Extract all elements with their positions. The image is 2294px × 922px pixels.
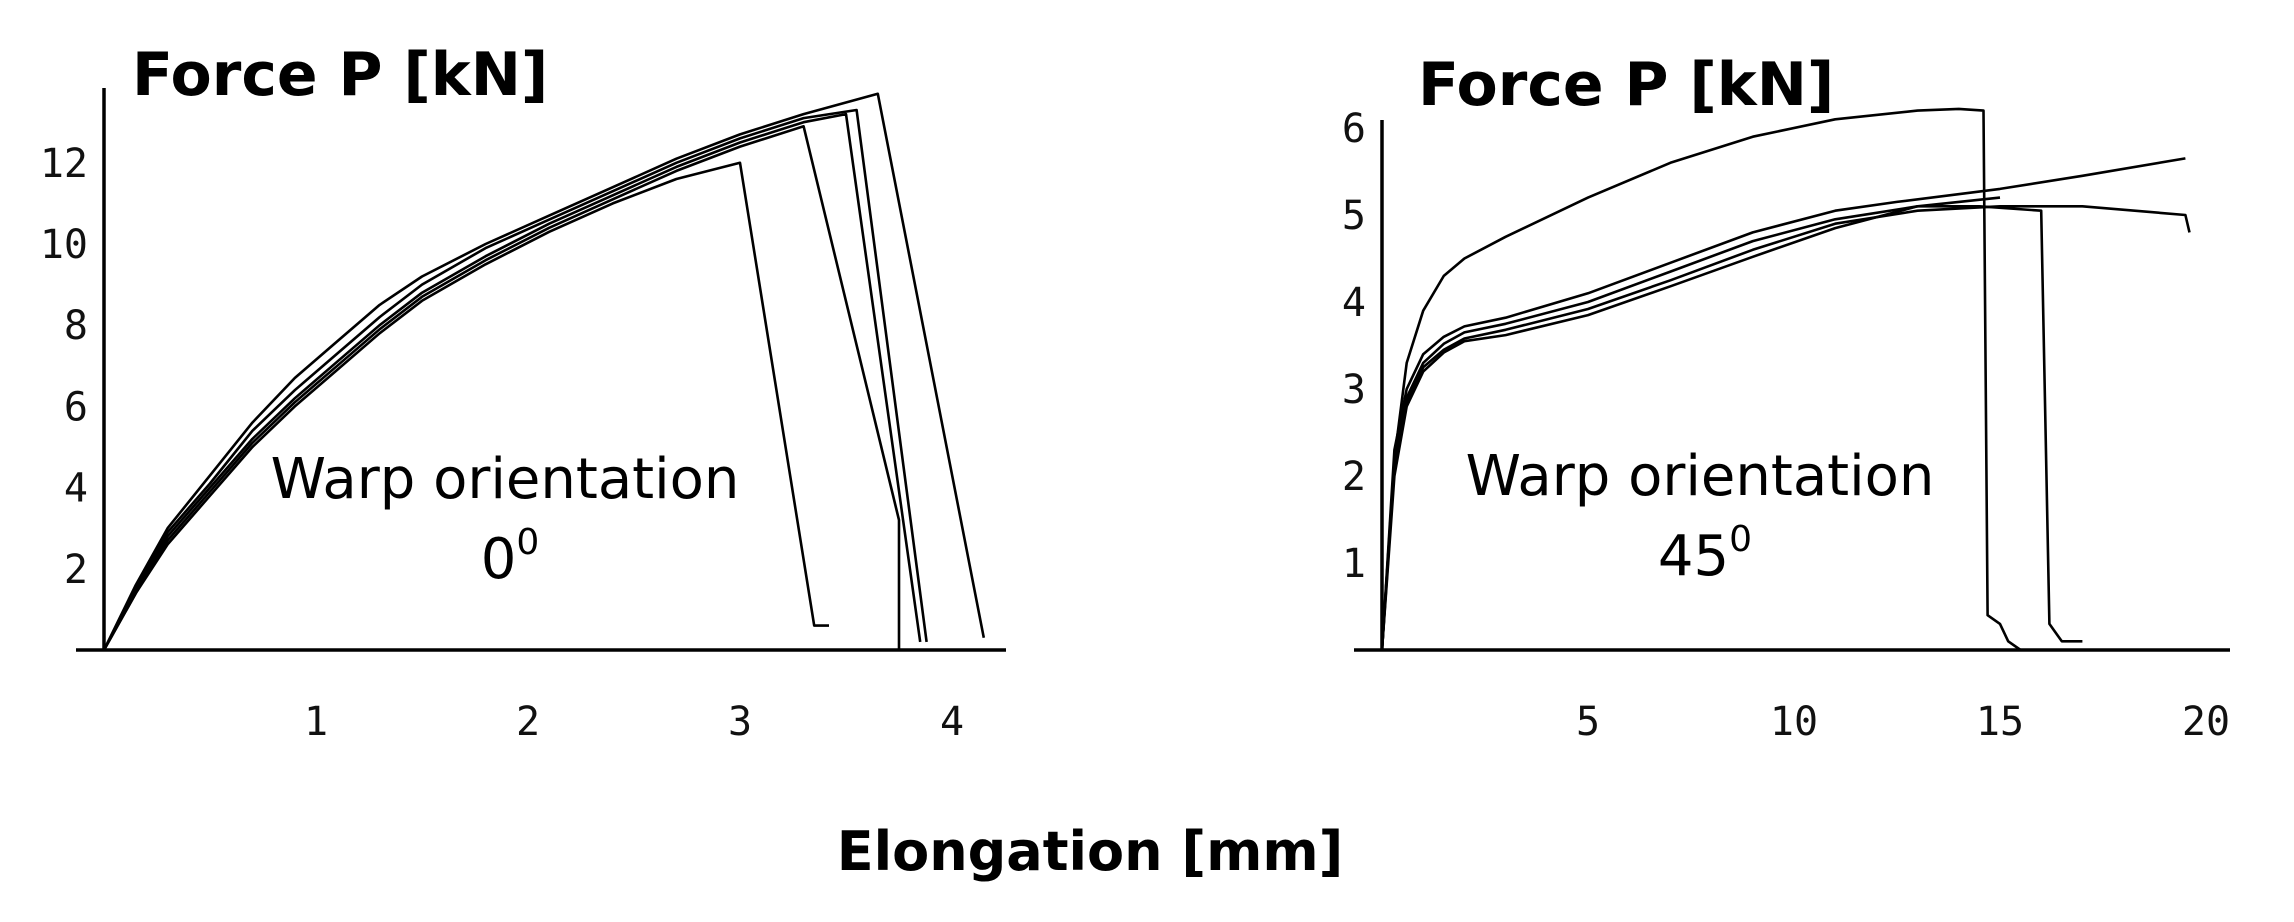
warp-orientation-value: 450 <box>1658 519 1752 589</box>
shared-x-axis-label: Elongation [mm] <box>837 820 1344 883</box>
series-line-3 <box>1380 205 2083 651</box>
degree-superscript: 0 <box>516 522 539 563</box>
series-line-2 <box>102 125 901 651</box>
y-tick-label: 6 <box>64 384 88 430</box>
y-tick-label: 4 <box>1342 280 1366 326</box>
y-tick-label: 2 <box>1342 454 1366 500</box>
y-tick-label: 4 <box>64 466 88 512</box>
y-tick-label: 10 <box>40 222 88 268</box>
x-tick-label: 2 <box>516 699 540 745</box>
series-line-2 <box>1380 157 2186 651</box>
y-tick-label: 1 <box>1342 541 1366 587</box>
y-axis-label: Force P [kN] <box>1418 50 1834 120</box>
x-tick-label: 5 <box>1576 699 1600 745</box>
series-line-5 <box>1380 196 2001 651</box>
y-tick-label: 2 <box>64 547 88 593</box>
y-axis-label: Force P [kN] <box>132 40 548 110</box>
y-tick-label: 8 <box>64 303 88 349</box>
y-tick-label: 5 <box>1342 193 1366 239</box>
x-tick-label: 4 <box>940 699 964 745</box>
y-tick-label: 3 <box>1342 367 1366 413</box>
x-tick-label: 1 <box>304 699 328 745</box>
series-line-4 <box>1380 205 2191 651</box>
series-line-1 <box>1380 107 2022 652</box>
series-line-5 <box>102 92 986 651</box>
series-line-4 <box>102 108 928 651</box>
x-tick-label: 15 <box>1976 699 2024 745</box>
series-line-3 <box>102 112 922 651</box>
orientation-angle: 0 <box>481 527 517 592</box>
x-tick-label: 10 <box>1770 699 1818 745</box>
orientation-angle: 45 <box>1658 524 1729 589</box>
y-tick-label: 12 <box>40 141 88 187</box>
warp-orientation-label: Warp orientation <box>271 447 740 512</box>
x-tick-label: 20 <box>2182 699 2230 745</box>
warp-orientation-value: 00 <box>481 522 540 592</box>
x-tick-label: 3 <box>728 699 752 745</box>
degree-superscript: 0 <box>1729 519 1752 560</box>
series-line-1 <box>102 161 829 651</box>
y-tick-label: 6 <box>1342 106 1366 152</box>
warp-orientation-label: Warp orientation <box>1466 444 1935 509</box>
